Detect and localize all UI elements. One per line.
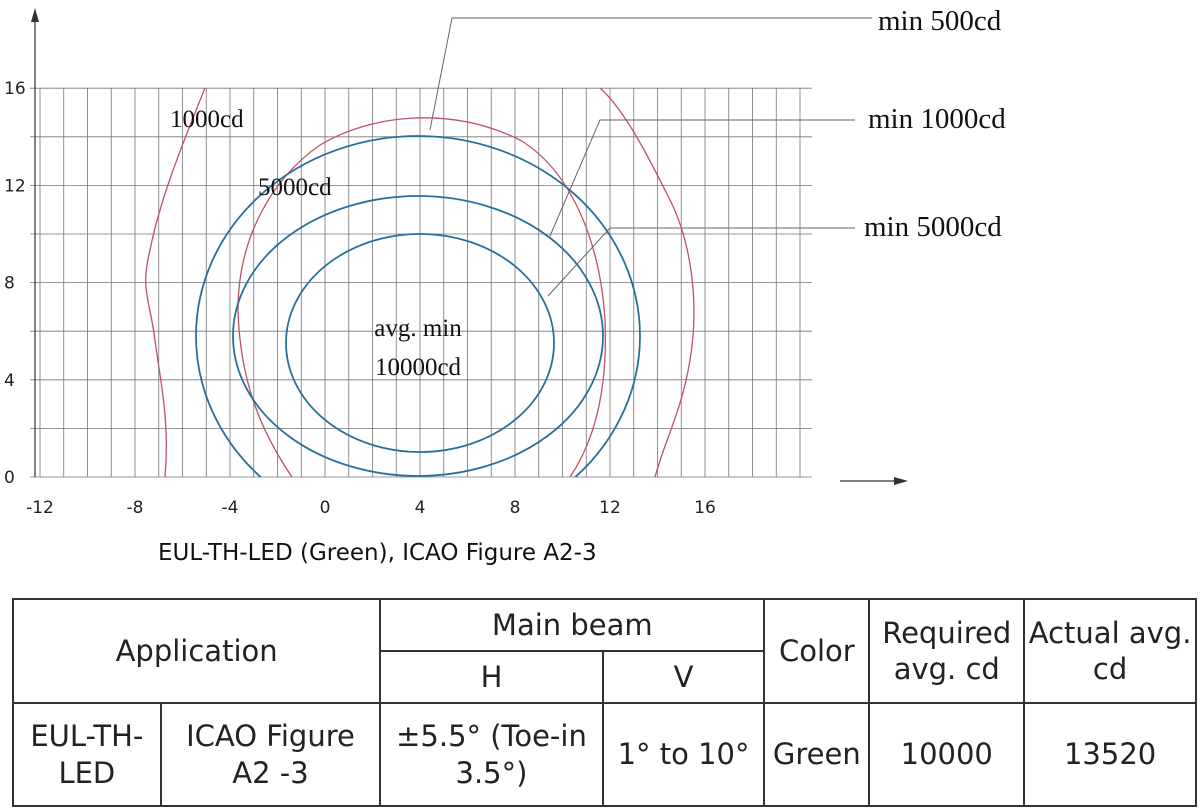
x-tick-label: 0: [320, 498, 331, 518]
blue-ellipse: [285, 233, 555, 453]
header-cell: Color: [763, 598, 871, 704]
center-label: avg. min: [374, 315, 462, 342]
cell: Green: [763, 702, 871, 807]
y-tick-label: 12: [4, 176, 26, 196]
header-cell: Main beam: [379, 598, 766, 652]
curve-label: 1000cd: [170, 106, 244, 133]
diagram: min 500cd min 1000cd min 5000cd 1000cd 5…: [4, 5, 1006, 566]
arrow-head: [894, 477, 908, 485]
cell: ±5.5° (Toe-in 3.5°): [379, 702, 604, 807]
blue-ellipse: [232, 195, 604, 477]
leader-line: [429, 17, 872, 131]
annotation: min 5000cd: [864, 211, 1002, 243]
header-cell: Required avg. cd: [868, 598, 1026, 704]
annotation: min 1000cd: [868, 103, 1006, 135]
annotation: min 500cd: [878, 5, 1002, 37]
cell: 10000: [868, 702, 1026, 807]
spec-table: Application Main beam Color Required avg…: [11, 598, 1197, 807]
cell: EUL-TH-LED: [12, 702, 162, 807]
y-tick-label: 0: [4, 468, 15, 488]
header-cell: Application: [11, 598, 382, 704]
x-tick-label: 4: [415, 498, 426, 518]
curves: [145, 88, 695, 477]
x-tick-label: 8: [510, 498, 521, 518]
grid: [30, 87, 812, 478]
red-curve: [237, 117, 607, 477]
ticks: -12 -8 -4 0 4 8 12 16 0 4 8 12 16: [4, 79, 716, 518]
header-cell: H: [379, 650, 604, 704]
center-label: 10000cd: [375, 354, 462, 381]
leader-line: [547, 227, 855, 297]
curve-label: 5000cd: [258, 174, 332, 201]
x-tick-label: 16: [694, 498, 716, 518]
arrow-head: [31, 8, 39, 22]
y-tick-label: 4: [4, 371, 15, 391]
x-tick-label: -4: [222, 498, 239, 518]
red-curve: [599, 88, 695, 477]
header-cell: Actual avg. cd: [1023, 598, 1197, 704]
header-cell: V: [601, 650, 766, 704]
red-curve: [145, 88, 206, 477]
caption: EUL-TH-LED (Green), ICAO Figure A2-3: [158, 540, 597, 566]
x-tick-label: -8: [127, 498, 144, 518]
y-tick-label: 16: [4, 79, 26, 99]
leader-line: [549, 119, 855, 237]
cell: 13520: [1023, 702, 1197, 807]
y-tick-label: 8: [4, 274, 15, 294]
x-tick-label: 12: [599, 498, 621, 518]
blue-ellipse: [195, 135, 641, 477]
cell: ICAO Figure A2 -3: [159, 702, 382, 807]
x-tick-label: -12: [26, 498, 54, 518]
cell: 1° to 10°: [601, 702, 766, 807]
